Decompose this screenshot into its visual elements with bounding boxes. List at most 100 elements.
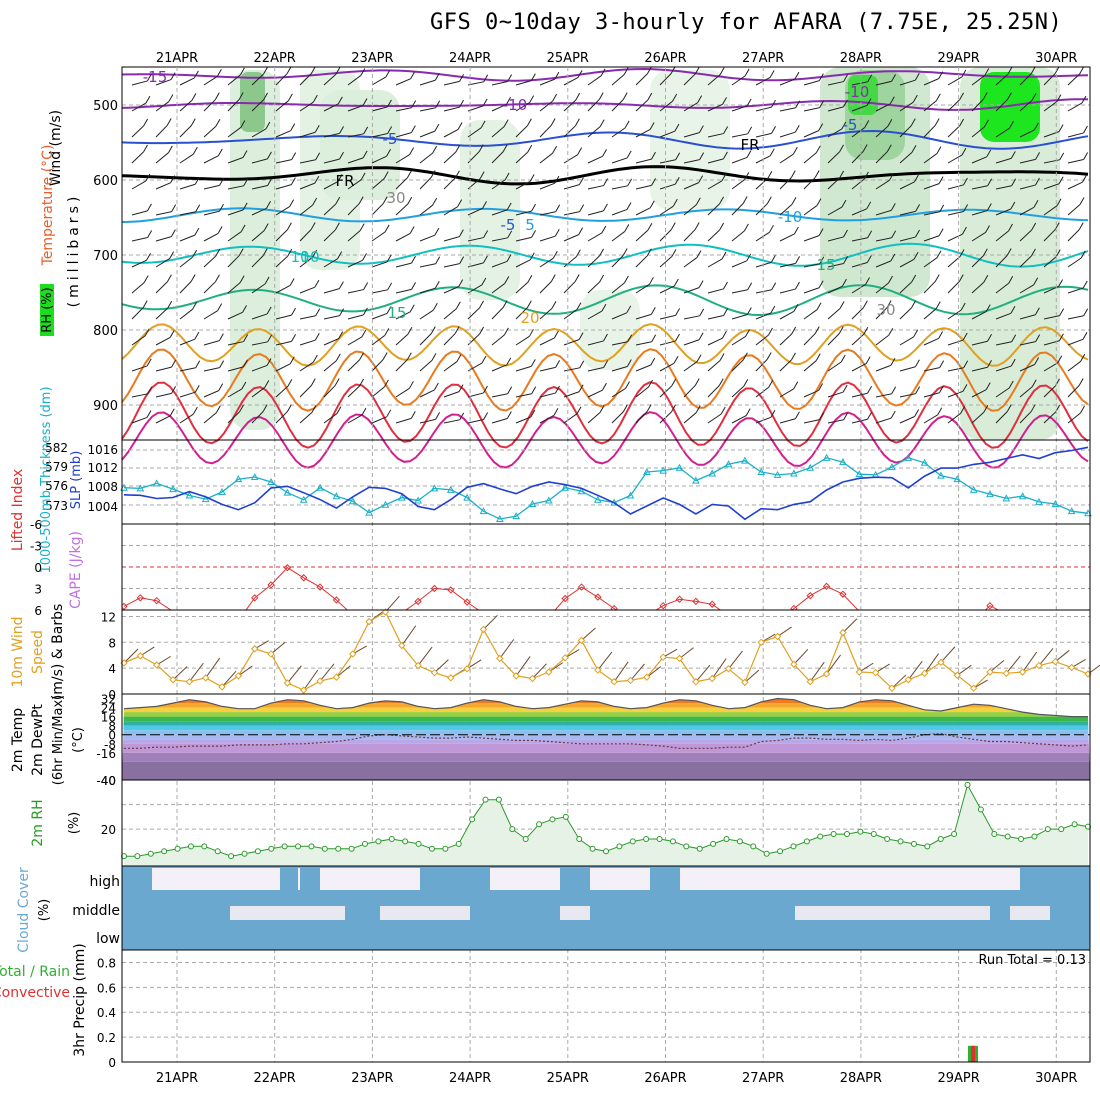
wind-barb-flag — [507, 74, 513, 82]
wind-barb-flag — [649, 200, 655, 209]
lifted-index-point — [152, 596, 161, 605]
wind-barb — [899, 336, 914, 346]
wind-barb — [899, 181, 915, 190]
wind-barb — [323, 385, 336, 398]
cloud-middle — [795, 906, 990, 920]
wind-barb-flag — [430, 326, 436, 334]
wind-barb — [491, 81, 508, 86]
wind-barb — [1043, 159, 1060, 164]
wind-barb — [443, 206, 458, 216]
rh2m-point — [362, 840, 368, 847]
wind-barb — [635, 411, 648, 424]
wind-barb — [251, 411, 264, 424]
slp-tick: 1016 — [87, 443, 118, 457]
wind-barb-flag — [218, 333, 224, 341]
wind-barb — [779, 204, 793, 216]
wind-barb-flag — [602, 149, 607, 157]
contour-label: 10 — [300, 248, 319, 266]
wind-barb — [995, 282, 1010, 294]
wind-barb — [179, 281, 192, 294]
thickness-point — [806, 463, 815, 471]
wind-barb-flag — [886, 144, 892, 152]
cloud-high-gap — [490, 868, 560, 890]
contour-label: 15 — [387, 304, 406, 322]
wind-barb-flag — [696, 354, 702, 362]
wind-barb — [683, 385, 696, 398]
wind-barb — [587, 185, 604, 190]
thickness-point — [218, 487, 226, 495]
thickness-point — [365, 508, 373, 516]
wind-barb-flag — [1058, 333, 1064, 341]
wind10m-speed-point — [332, 673, 341, 681]
wind-barb-flag — [577, 147, 583, 155]
wind-barb-flag — [914, 409, 920, 417]
wind-barb-flag — [841, 121, 847, 130]
wind-barb — [731, 289, 748, 294]
wind-barb — [947, 154, 963, 164]
chart-title: GFS 0~10day 3-hourly for AFARA (7.75E, 2… — [430, 10, 1063, 35]
wind-barb-flag — [891, 74, 897, 82]
contour-label: -10 — [503, 96, 528, 114]
wind-barb-flag — [746, 98, 752, 107]
date-label-bottom: 25APR — [547, 1071, 589, 1086]
thickness-point — [724, 460, 733, 468]
date-label-top: 25APR — [547, 51, 589, 66]
thickness-point — [348, 497, 357, 505]
precip-tick: 0.6 — [97, 981, 116, 995]
wind10m-speed-point — [790, 660, 798, 668]
wind10m-speed-point — [659, 653, 667, 661]
thickness-line — [123, 457, 1089, 520]
thickness-point — [1067, 507, 1076, 515]
wind-barb — [1019, 255, 1032, 268]
precip-tick: 0.4 — [97, 1006, 116, 1020]
wind-barb — [755, 334, 769, 346]
wind-barb — [635, 364, 652, 372]
wind-barb — [251, 128, 267, 138]
wind10m-barb — [777, 626, 792, 637]
rh2m-label: 2m RH — [30, 799, 46, 846]
wind-barb-flag — [1059, 308, 1065, 316]
wind-barb — [275, 314, 292, 320]
wind-barb-flag — [507, 386, 513, 394]
wind-barb — [203, 210, 220, 216]
wind-barb-flag — [695, 405, 701, 413]
wind-barb — [707, 385, 720, 398]
wind-barb — [203, 390, 219, 398]
wind-barb — [131, 259, 147, 268]
wind-barb — [227, 388, 243, 398]
wind-barb-flag — [506, 357, 512, 366]
rh-shade — [320, 90, 400, 200]
pressure-tick: 600 — [93, 174, 118, 189]
thickness-point — [250, 472, 259, 481]
wind-barb-flag — [698, 332, 704, 341]
lifted-index-point — [822, 582, 831, 591]
precip-conv-label: Convective — [0, 985, 70, 1001]
wind-barb-flag — [627, 178, 633, 187]
wind-barb — [1019, 341, 1036, 346]
date-label-bottom: 26APR — [644, 1071, 686, 1086]
date-label-top: 26APR — [644, 51, 686, 66]
wind10m-speed-point — [594, 666, 602, 674]
wind10m-speed-point — [806, 678, 814, 686]
wind-barb-flag — [816, 302, 822, 310]
wind-barb-flag — [723, 151, 728, 160]
wind-barb — [803, 419, 820, 424]
wind-barb-flag — [646, 248, 652, 256]
wind-barb-flag — [910, 118, 916, 126]
wind-barb — [1067, 287, 1084, 294]
wind-barb-flag — [147, 230, 153, 238]
date-label-bottom: 29APR — [937, 1071, 979, 1086]
wind-barb-flag — [170, 72, 176, 80]
wind-barb-flag — [890, 203, 896, 211]
wind-barb — [371, 133, 388, 138]
wind10m-speed-point — [1067, 663, 1076, 672]
thickness-point — [790, 469, 798, 477]
wind-barb-flag — [432, 197, 438, 206]
contour-label: -15 — [143, 68, 168, 86]
wind-barb — [779, 418, 796, 424]
wind-barb-flag — [934, 274, 940, 282]
lifted-index-point — [430, 584, 439, 593]
temp-band — [122, 712, 1090, 717]
wind-barb-flag — [407, 196, 413, 205]
